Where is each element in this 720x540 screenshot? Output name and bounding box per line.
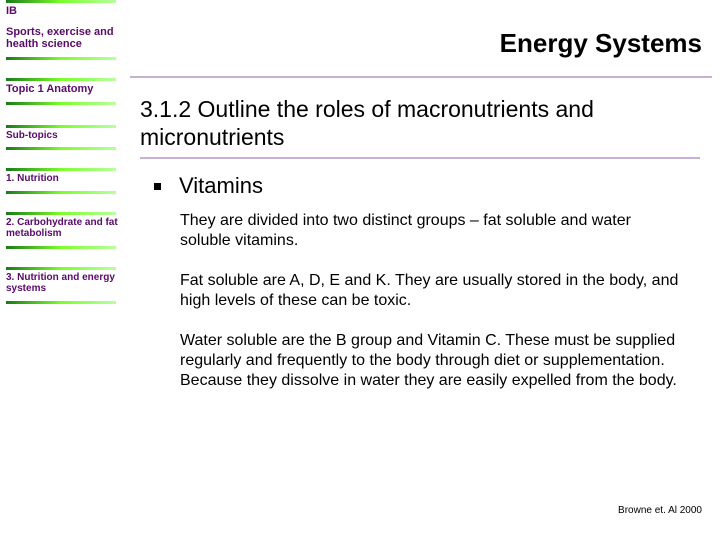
nav-item-label: 3. Nutrition and energy systems bbox=[0, 270, 128, 301]
content-body: Vitamins They are divided into two disti… bbox=[154, 173, 690, 391]
sidebar-block-topic: Topic 1 Anatomy bbox=[0, 78, 128, 105]
square-bullet-icon bbox=[154, 183, 161, 190]
sidebar-rule bbox=[6, 57, 116, 60]
sidebar-item-carbohydrate[interactable]: 2. Carbohydrate and fat metabolism bbox=[0, 212, 128, 249]
sidebar-item-energy-systems[interactable]: 3. Nutrition and energy systems bbox=[0, 267, 128, 304]
paragraph-3: Water soluble are the B group and Vitami… bbox=[180, 331, 680, 391]
paragraph-2: Fat soluble are A, D, E and K. They are … bbox=[180, 271, 680, 311]
paragraph-1: They are divided into two distinct group… bbox=[180, 211, 680, 251]
sidebar-item-nutrition[interactable]: 1. Nutrition bbox=[0, 168, 128, 194]
sidebar-rule bbox=[6, 102, 116, 105]
ib-label: IB bbox=[0, 3, 128, 24]
section-title: 3.1.2 Outline the roles of macronutrient… bbox=[140, 96, 710, 151]
sidebar-rule bbox=[6, 301, 116, 304]
sidebar-rule bbox=[6, 191, 116, 194]
nav-item-label: 1. Nutrition bbox=[0, 171, 128, 191]
bullet-item: Vitamins bbox=[154, 173, 690, 199]
header: Energy Systems bbox=[130, 0, 720, 78]
main-content: Energy Systems 3.1.2 Outline the roles o… bbox=[130, 0, 720, 540]
section-underline bbox=[140, 157, 700, 159]
topic-label: Topic 1 Anatomy bbox=[0, 81, 128, 102]
header-underline bbox=[130, 76, 712, 78]
sidebar-rule bbox=[6, 147, 116, 150]
citation: Browne et. Al 2000 bbox=[618, 505, 702, 516]
bullet-heading: Vitamins bbox=[179, 173, 263, 199]
sidebar-block-subtopics: Sub-topics bbox=[0, 125, 128, 151]
subtopics-label: Sub-topics bbox=[0, 128, 128, 148]
sidebar-rule bbox=[6, 246, 116, 249]
page-title: Energy Systems bbox=[500, 28, 702, 59]
nav-item-label: 2. Carbohydrate and fat metabolism bbox=[0, 215, 128, 246]
sidebar: IB Sports, exercise and health science T… bbox=[0, 0, 128, 540]
sidebar-block-ib: IB Sports, exercise and health science bbox=[0, 0, 128, 60]
course-label: Sports, exercise and health science bbox=[0, 24, 128, 57]
